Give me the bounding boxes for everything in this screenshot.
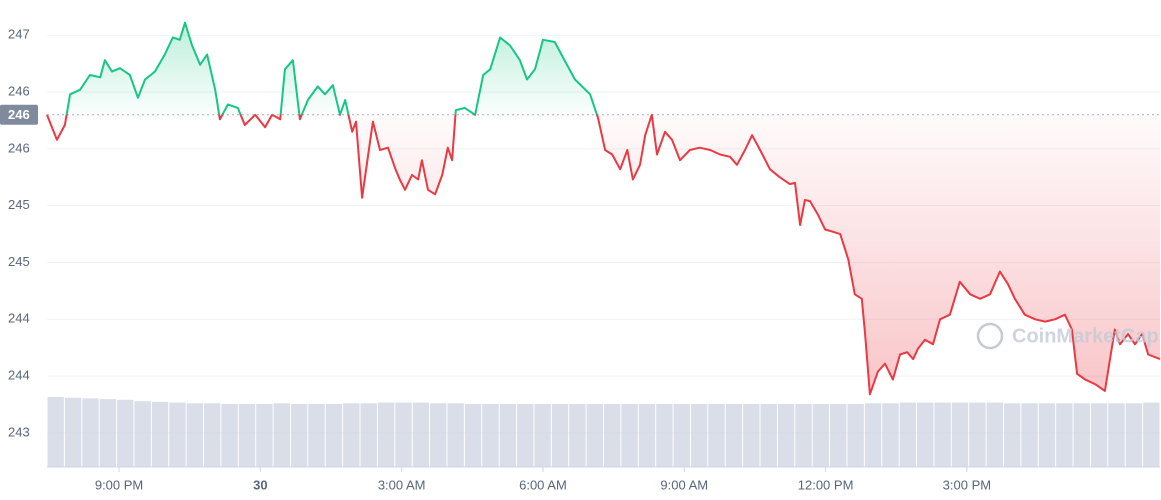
- volume-bar: [169, 402, 186, 467]
- volume-bar: [325, 404, 343, 467]
- volume-bar: [117, 399, 134, 467]
- volume-bar: [134, 401, 151, 467]
- volume-bar: [812, 404, 830, 467]
- volume-bar: [1125, 403, 1143, 467]
- y-tick-label: 244: [8, 311, 30, 326]
- x-tick-label: 3:00 PM: [943, 477, 991, 492]
- volume-bar: [604, 404, 621, 467]
- volume-bar: [273, 403, 290, 467]
- y-tick-label: 245: [8, 254, 30, 269]
- volume-bar: [186, 403, 204, 467]
- volume-bar: [517, 404, 534, 467]
- volume-bar: [621, 404, 638, 467]
- price-line: [46, 21, 1161, 396]
- volume-bar: [447, 403, 464, 467]
- volume-bar: [569, 404, 586, 467]
- watermark-logo: [976, 322, 1004, 350]
- volume-bar: [395, 402, 412, 467]
- volume-bar: [464, 404, 482, 467]
- volume-bar: [1073, 403, 1090, 467]
- volume-bar: [899, 402, 917, 467]
- volume-bar: [830, 404, 847, 467]
- volume-bar: [256, 404, 273, 467]
- volume-bar: [986, 402, 1003, 467]
- volume-bar: [82, 398, 99, 467]
- baseline-label-bg: [0, 104, 38, 125]
- x-tick-label: 12:00 PM: [798, 477, 854, 492]
- volume-bar: [412, 402, 430, 467]
- volume-bar: [586, 404, 603, 467]
- volume-bar: [673, 404, 690, 467]
- volume-bar: [917, 402, 934, 467]
- volume-bar: [951, 402, 969, 467]
- volume-bar: [1108, 403, 1125, 467]
- volume-bar: [204, 403, 221, 467]
- volume-bar: [882, 403, 899, 467]
- y-tick-label: 246: [8, 83, 30, 98]
- volume-bar: [1090, 403, 1108, 467]
- x-tick-label: 9:00 PM: [95, 477, 143, 492]
- volume-bar: [1021, 403, 1038, 467]
- x-tick-label: 30: [253, 477, 267, 492]
- y-tick-label: 247: [8, 27, 30, 42]
- volume-bar: [430, 403, 447, 467]
- volume-bar: [534, 404, 551, 467]
- volume-bar: [360, 403, 377, 467]
- volume-bar: [343, 403, 360, 467]
- volume-bar: [690, 404, 708, 467]
- volume-bar: [743, 404, 760, 467]
- volume-bar: [99, 399, 117, 467]
- volume-bar: [969, 402, 986, 467]
- volume-bar: [1143, 402, 1160, 467]
- x-tick-label: 3:00 AM: [378, 477, 426, 492]
- volume-bar: [551, 404, 569, 467]
- volume-bar: [725, 404, 743, 467]
- area-fill: [47, 22, 1160, 395]
- volume-bar: [308, 404, 325, 467]
- volume-bar: [795, 404, 812, 467]
- volume-bar: [760, 404, 777, 467]
- volume-bar: [638, 404, 656, 467]
- volume-bar: [708, 404, 725, 467]
- x-tick-label: 9:00 AM: [660, 477, 708, 492]
- volume-bar: [1056, 403, 1073, 467]
- volume-bar: [934, 402, 951, 467]
- x-tick-label: 6:00 AM: [519, 477, 567, 492]
- volume-bar: [151, 401, 169, 467]
- baseline-label: 246: [8, 107, 30, 122]
- volume-bar: [377, 402, 395, 467]
- y-tick-label: 244: [8, 368, 30, 383]
- volume-bar: [1003, 403, 1021, 467]
- y-tick-label: 245: [8, 197, 30, 212]
- volume-bar: [47, 397, 64, 467]
- volume-bar: [777, 404, 795, 467]
- volume-bar: [656, 404, 673, 467]
- volume-bar: [64, 397, 82, 467]
- volume-bar: [499, 404, 517, 467]
- volume-bar: [238, 404, 256, 467]
- y-tick-label: 243: [8, 424, 30, 439]
- volume-bar: [847, 404, 864, 467]
- volume-bar: [1038, 403, 1056, 467]
- volume-bar: [482, 404, 499, 467]
- watermark: CoinMarketCap: [1012, 325, 1159, 347]
- volume-bar: [221, 404, 238, 467]
- y-tick-label: 246: [8, 140, 30, 155]
- volume-bar: [864, 403, 882, 467]
- volume-bar: [290, 404, 308, 467]
